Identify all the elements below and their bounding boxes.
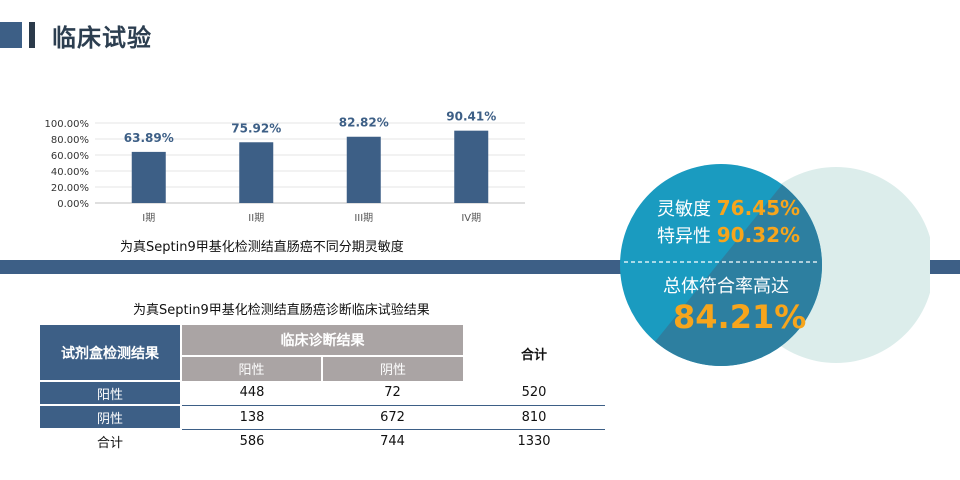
summary-circle-shade <box>620 164 822 366</box>
title-accent-block <box>0 22 22 48</box>
bar <box>346 136 381 203</box>
table-cell: 1330 <box>517 433 551 449</box>
header-clinical-diagnosis: 临床诊断结果 <box>181 325 463 356</box>
specificity-value: 90.32% <box>716 223 801 247</box>
table-cell: 138 <box>181 405 322 430</box>
data-label: 63.89% <box>124 131 174 145</box>
clinical-results-table: 试剂盒检测结果 临床诊断结果 合计 阳性 阴性 阳性 448 72 520 阴性… <box>40 325 605 453</box>
bar <box>454 130 489 203</box>
y-tick-label: 80.00% <box>51 135 89 146</box>
header-kit-result: 试剂盒检测结果 <box>40 325 182 381</box>
row-label: 阴性 <box>40 404 182 429</box>
subheader-positive: 阳性 <box>181 354 323 381</box>
table-cell: 586 <box>239 433 265 449</box>
bar <box>239 142 274 203</box>
table-cell: 72 <box>322 381 463 406</box>
data-label: 75.92% <box>231 121 281 135</box>
table-cell: 520 <box>463 381 605 406</box>
bar <box>131 151 166 203</box>
agreement-label: 总体符合率高达 <box>663 276 789 297</box>
row-label: 阳性 <box>40 380 182 405</box>
specificity-label: 特异性 <box>657 226 711 247</box>
subheader-negative: 阴性 <box>322 354 463 381</box>
row-label: 合计 <box>40 428 182 453</box>
sensitivity-value: 76.45% <box>716 196 801 220</box>
table-cell: 448 <box>181 381 322 406</box>
table-cell: 744 <box>380 433 405 449</box>
table-header-row: 试剂盒检测结果 临床诊断结果 合计 <box>40 325 605 381</box>
table-row: 合计 586 744 1330 <box>40 428 605 453</box>
x-tick-label: III期 <box>354 212 373 224</box>
chart-caption: 为真Septin9甲基化检测结直肠癌不同分期灵敏度 <box>120 240 404 255</box>
table-cell: 810 <box>463 405 605 430</box>
y-tick-label: 20.00% <box>51 183 89 194</box>
table-subheader-row: 阳性 阴性 <box>40 354 605 381</box>
x-tick-label: II期 <box>248 212 264 224</box>
title-accent-bar <box>29 22 35 48</box>
table-cell: 672 <box>322 405 463 430</box>
table-row: 阳性 448 72 520 <box>40 380 605 406</box>
table-caption: 为真Septin9甲基化检测结直肠癌诊断临床试验结果 <box>133 303 430 318</box>
y-tick-label: 100.00% <box>45 119 90 130</box>
x-tick-label: I期 <box>142 212 155 224</box>
header-total: 合计 <box>520 347 547 363</box>
page-title: 临床试验 <box>52 24 152 52</box>
y-tick-label: 40.00% <box>51 167 89 178</box>
y-tick-label: 60.00% <box>51 151 89 162</box>
summary-circles <box>620 164 930 366</box>
stage-sensitivity-bar-chart: 0.00% 20.00% 40.00% 60.00% 80.00% 100.00% 63.8… <box>45 110 525 224</box>
x-tick-label: IV期 <box>461 212 481 224</box>
agreement-value: 84.21% <box>673 298 807 336</box>
sensitivity-label: 灵敏度 <box>657 199 711 220</box>
data-label: 82.82% <box>339 116 389 130</box>
table-row: 阴性 138 672 810 <box>40 404 605 430</box>
sensitivity-line: 灵敏度 76.45% <box>657 195 800 221</box>
y-tick-label: 0.00% <box>57 199 89 210</box>
specificity-line: 特异性 90.32% <box>657 222 800 248</box>
data-label: 90.41% <box>446 110 496 124</box>
divider-band-left <box>0 260 640 274</box>
